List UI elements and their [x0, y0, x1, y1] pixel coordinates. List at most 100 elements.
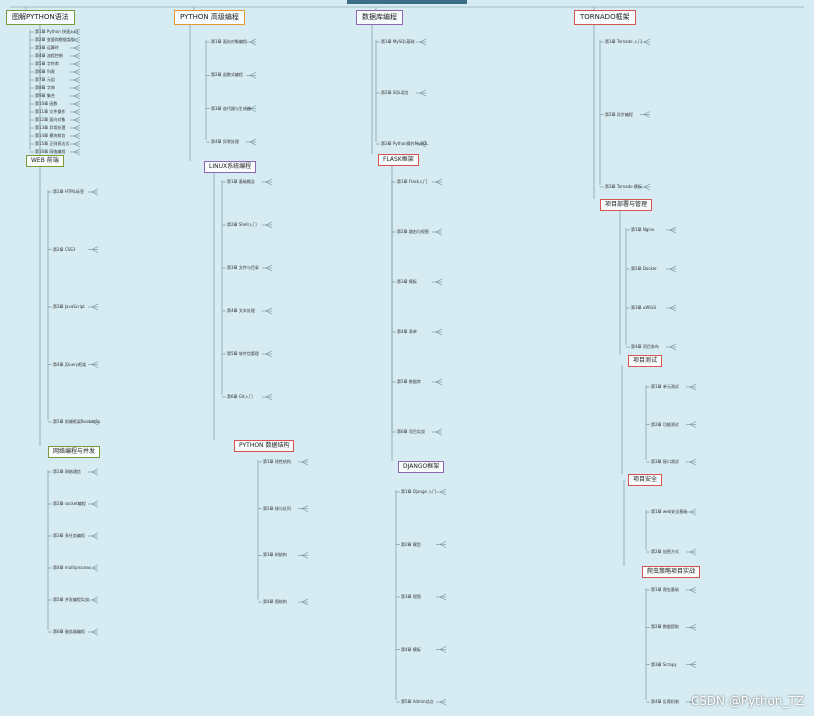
- connector-line: [669, 304, 677, 309]
- section-syntax: 第14章 模块和包: [35, 133, 66, 138]
- connector-line: [435, 228, 443, 233]
- connector-line: [91, 500, 99, 505]
- connector-line: [435, 231, 443, 236]
- section-django: 第2章 模型: [401, 541, 421, 547]
- section-syntax: 第4章 流程控制: [35, 53, 63, 58]
- connector-line: [73, 119, 81, 124]
- connector-line: [419, 41, 427, 46]
- connector-line: [435, 178, 443, 183]
- section-web: 第3章 JavaScript: [53, 304, 85, 309]
- connector-line: [301, 598, 309, 603]
- connector-line: [249, 38, 257, 43]
- section-tornado: 第3章 Tornado 模板: [605, 184, 642, 189]
- connector-line: [689, 701, 697, 706]
- connector-line: [419, 92, 427, 97]
- connector-line: [265, 221, 273, 226]
- connector-line: [249, 41, 257, 46]
- section-linux: 第2章 Shell入门: [227, 222, 257, 227]
- connector-line: [73, 95, 81, 100]
- connector-line: [91, 503, 99, 508]
- connector-line: [435, 278, 443, 283]
- section-test: 第3章 接口测试: [651, 459, 679, 464]
- connector-line: [265, 307, 273, 312]
- connector-line: [435, 281, 443, 286]
- connector-line: [91, 191, 99, 196]
- category-node: FLASK框架: [378, 154, 419, 166]
- connector-line: [73, 100, 81, 105]
- section-test: 第1章 单元测试: [651, 384, 679, 389]
- section-linux: 第6章 Git入门: [227, 394, 253, 399]
- connector-line: [435, 328, 443, 333]
- connector-line: [73, 63, 81, 68]
- connector-line: [439, 698, 447, 703]
- section-net: 第5章 并发编程实战: [53, 597, 89, 602]
- section-syntax: 第9章 集合: [35, 93, 55, 98]
- section-syntax: 第13章 异常处理: [35, 125, 66, 130]
- section-web: 第2章 CSS3: [53, 246, 76, 252]
- connector-line: [439, 488, 447, 493]
- section-linux: 第4章 文本处理: [227, 308, 255, 313]
- connector-line: [301, 461, 309, 466]
- connector-line: [249, 75, 257, 79]
- section-flask: 第4章 表单: [397, 329, 417, 334]
- section-deploy: 第4章 项目发布: [631, 344, 659, 349]
- section-adv: 第4章 异常处理: [211, 139, 239, 144]
- connector-line: [73, 76, 81, 81]
- section-net: 第4章 multiprocess: [53, 565, 91, 570]
- connector-line: [91, 567, 99, 572]
- section-adv: 第1章 面向对象编程: [211, 39, 247, 44]
- category-node: PYTHON 数据结构: [234, 440, 295, 452]
- connector-line: [435, 428, 443, 433]
- connector-line: [265, 181, 273, 186]
- connector-line: [265, 310, 273, 315]
- section-crawl: 第3章 Scrapy: [651, 661, 677, 667]
- connector-line: [91, 421, 99, 426]
- connector-line: [643, 183, 651, 188]
- connector-line: [435, 331, 443, 336]
- connector-line: [91, 468, 99, 473]
- section-syntax: 第5章 字符串: [35, 61, 59, 66]
- connector-line: [689, 586, 697, 591]
- connector-line: [73, 44, 81, 49]
- connector-line: [91, 361, 99, 365]
- section-flask: 第3章 模板: [397, 279, 417, 284]
- connector-line: [265, 224, 273, 229]
- connector-line: [91, 596, 99, 601]
- section-tornado: 第1章 Tornado 入门: [605, 39, 642, 44]
- connector-line: [91, 364, 99, 368]
- connector-line: [265, 393, 273, 398]
- section-ds: 第4章 图结构: [263, 599, 287, 604]
- connector-line: [91, 532, 99, 537]
- connector-line: [73, 127, 81, 132]
- connector-line: [439, 646, 447, 650]
- connector-line: [689, 508, 697, 513]
- connector-line: [73, 143, 81, 148]
- connector-line: [73, 28, 81, 33]
- connector-line: [73, 52, 81, 57]
- connector-line: [73, 140, 81, 145]
- connector-line: [91, 418, 99, 423]
- section-net: 第3章 多任务编程: [53, 533, 85, 538]
- connector-line: [265, 264, 273, 269]
- section-crawl: 第4章 反爬机制: [651, 699, 679, 704]
- category-node: 网络编程与并发: [48, 446, 101, 458]
- connector-line: [301, 508, 309, 512]
- connector-line: [689, 589, 697, 594]
- connector-line: [301, 458, 309, 463]
- section-syntax: 第1章 Python 快速入门: [35, 29, 78, 34]
- connector-line: [689, 548, 697, 553]
- connector-line: [73, 148, 81, 153]
- section-django: 第3章 视图: [401, 594, 421, 599]
- connector-line: [439, 701, 447, 706]
- section-web: 第1章 HTML标签: [53, 189, 84, 194]
- connector-line: [73, 151, 81, 156]
- connector-line: [91, 631, 99, 636]
- connector-line: [73, 135, 81, 140]
- section-flask: 第2章 路由与视图: [397, 229, 429, 234]
- connector-line: [91, 535, 99, 540]
- connector-line: [689, 461, 697, 466]
- connector-line: [439, 596, 447, 601]
- section-syntax: 第15章 正则表达式: [35, 141, 70, 146]
- connector-line: [669, 265, 677, 270]
- connector-line: [439, 541, 447, 545]
